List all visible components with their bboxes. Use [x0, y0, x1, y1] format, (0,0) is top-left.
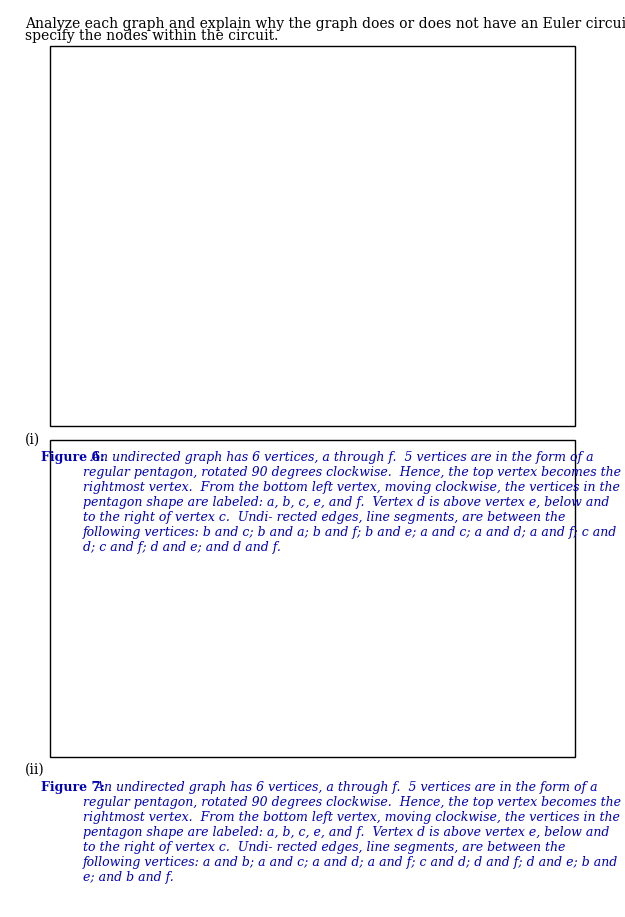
- Text: Figure 7:: Figure 7:: [41, 781, 104, 794]
- Text: d: d: [412, 521, 424, 539]
- Text: b: b: [184, 574, 196, 592]
- Text: specify the nodes within the circuit.: specify the nodes within the circuit.: [25, 29, 278, 43]
- Text: An undirected graph has 6 vertices, a through f.  5 vertices are in the form of : An undirected graph has 6 vertices, a th…: [83, 781, 621, 884]
- Text: f: f: [324, 735, 331, 754]
- Text: Analyze each graph and explain why the graph does or does not have an Euler circ: Analyze each graph and explain why the g…: [25, 17, 625, 30]
- Text: a: a: [185, 685, 196, 702]
- Text: c: c: [284, 470, 294, 488]
- Text: b: b: [158, 209, 170, 227]
- Text: f: f: [328, 404, 334, 423]
- Text: Figure 6:: Figure 6:: [41, 451, 104, 464]
- Text: d: d: [436, 144, 447, 161]
- Text: An undirected graph has 6 vertices, a through f.  5 vertices are in the form of : An undirected graph has 6 vertices, a th…: [83, 451, 621, 554]
- Text: c: c: [279, 83, 289, 100]
- Text: e: e: [426, 602, 437, 619]
- Text: (ii): (ii): [25, 763, 45, 777]
- Text: (i): (i): [25, 433, 40, 447]
- Text: e: e: [452, 241, 462, 260]
- Text: a: a: [159, 343, 169, 361]
